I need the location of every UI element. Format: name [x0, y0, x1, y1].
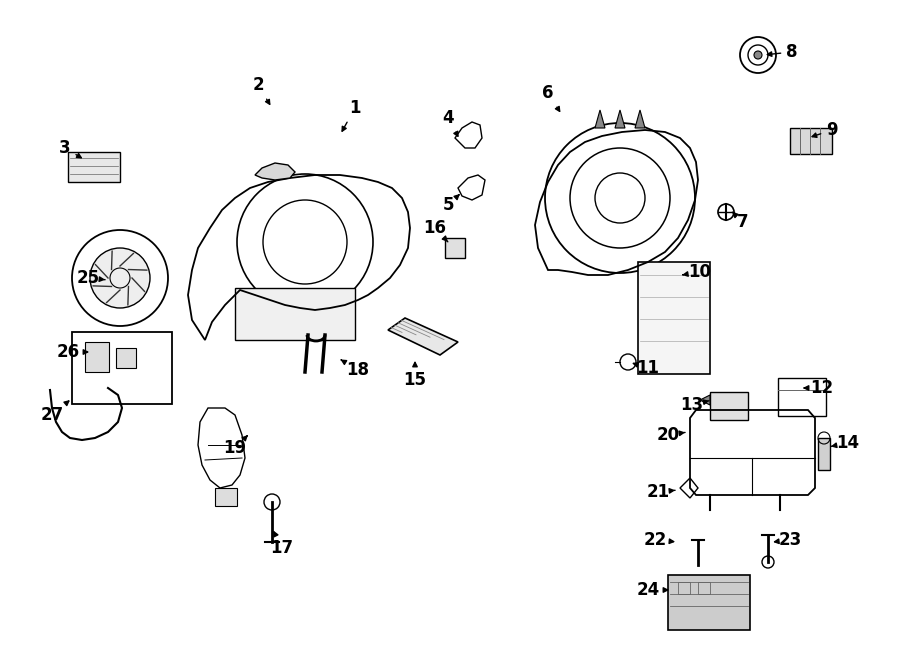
Bar [790, 128, 832, 154]
Text: 7: 7 [733, 212, 749, 231]
Circle shape [754, 51, 762, 59]
Text: 12: 12 [805, 379, 833, 397]
Text: 2: 2 [252, 76, 270, 105]
Bar [215, 488, 237, 506]
Bar [68, 152, 120, 182]
Text: 8: 8 [768, 43, 797, 61]
Text: 4: 4 [442, 109, 458, 136]
Text: 22: 22 [644, 531, 674, 549]
Text: 18: 18 [341, 360, 370, 379]
Text: 26: 26 [57, 343, 87, 361]
Text: 6: 6 [542, 84, 560, 111]
Bar [85, 342, 109, 372]
Text: 20: 20 [656, 426, 685, 444]
Text: 19: 19 [223, 436, 248, 457]
Bar [235, 288, 355, 340]
Text: 1: 1 [342, 99, 361, 131]
Polygon shape [255, 163, 295, 180]
Text: 23: 23 [775, 531, 802, 549]
Text: 27: 27 [40, 401, 69, 424]
Text: 9: 9 [812, 121, 838, 139]
Text: 25: 25 [76, 269, 105, 287]
Bar [778, 378, 826, 416]
Polygon shape [388, 318, 458, 355]
Bar [116, 348, 136, 368]
Bar [678, 582, 690, 594]
Bar [698, 582, 710, 594]
Bar [638, 262, 710, 374]
Text: 15: 15 [403, 362, 427, 389]
Text: 10: 10 [683, 263, 712, 281]
Bar [72, 332, 172, 404]
Bar [818, 438, 830, 470]
Text: 21: 21 [646, 483, 675, 501]
Circle shape [90, 248, 150, 308]
Bar [445, 238, 465, 258]
Text: 3: 3 [59, 139, 81, 158]
Polygon shape [615, 110, 625, 128]
Polygon shape [595, 110, 605, 128]
Text: 17: 17 [270, 532, 293, 557]
Text: 11: 11 [634, 359, 660, 377]
Bar [710, 392, 748, 420]
Text: 13: 13 [680, 396, 709, 414]
Text: 5: 5 [442, 195, 459, 214]
Polygon shape [635, 110, 645, 128]
Text: 16: 16 [424, 219, 448, 242]
Text: 24: 24 [636, 581, 668, 599]
Bar [668, 575, 750, 630]
Polygon shape [700, 395, 710, 405]
Text: 14: 14 [831, 434, 860, 452]
